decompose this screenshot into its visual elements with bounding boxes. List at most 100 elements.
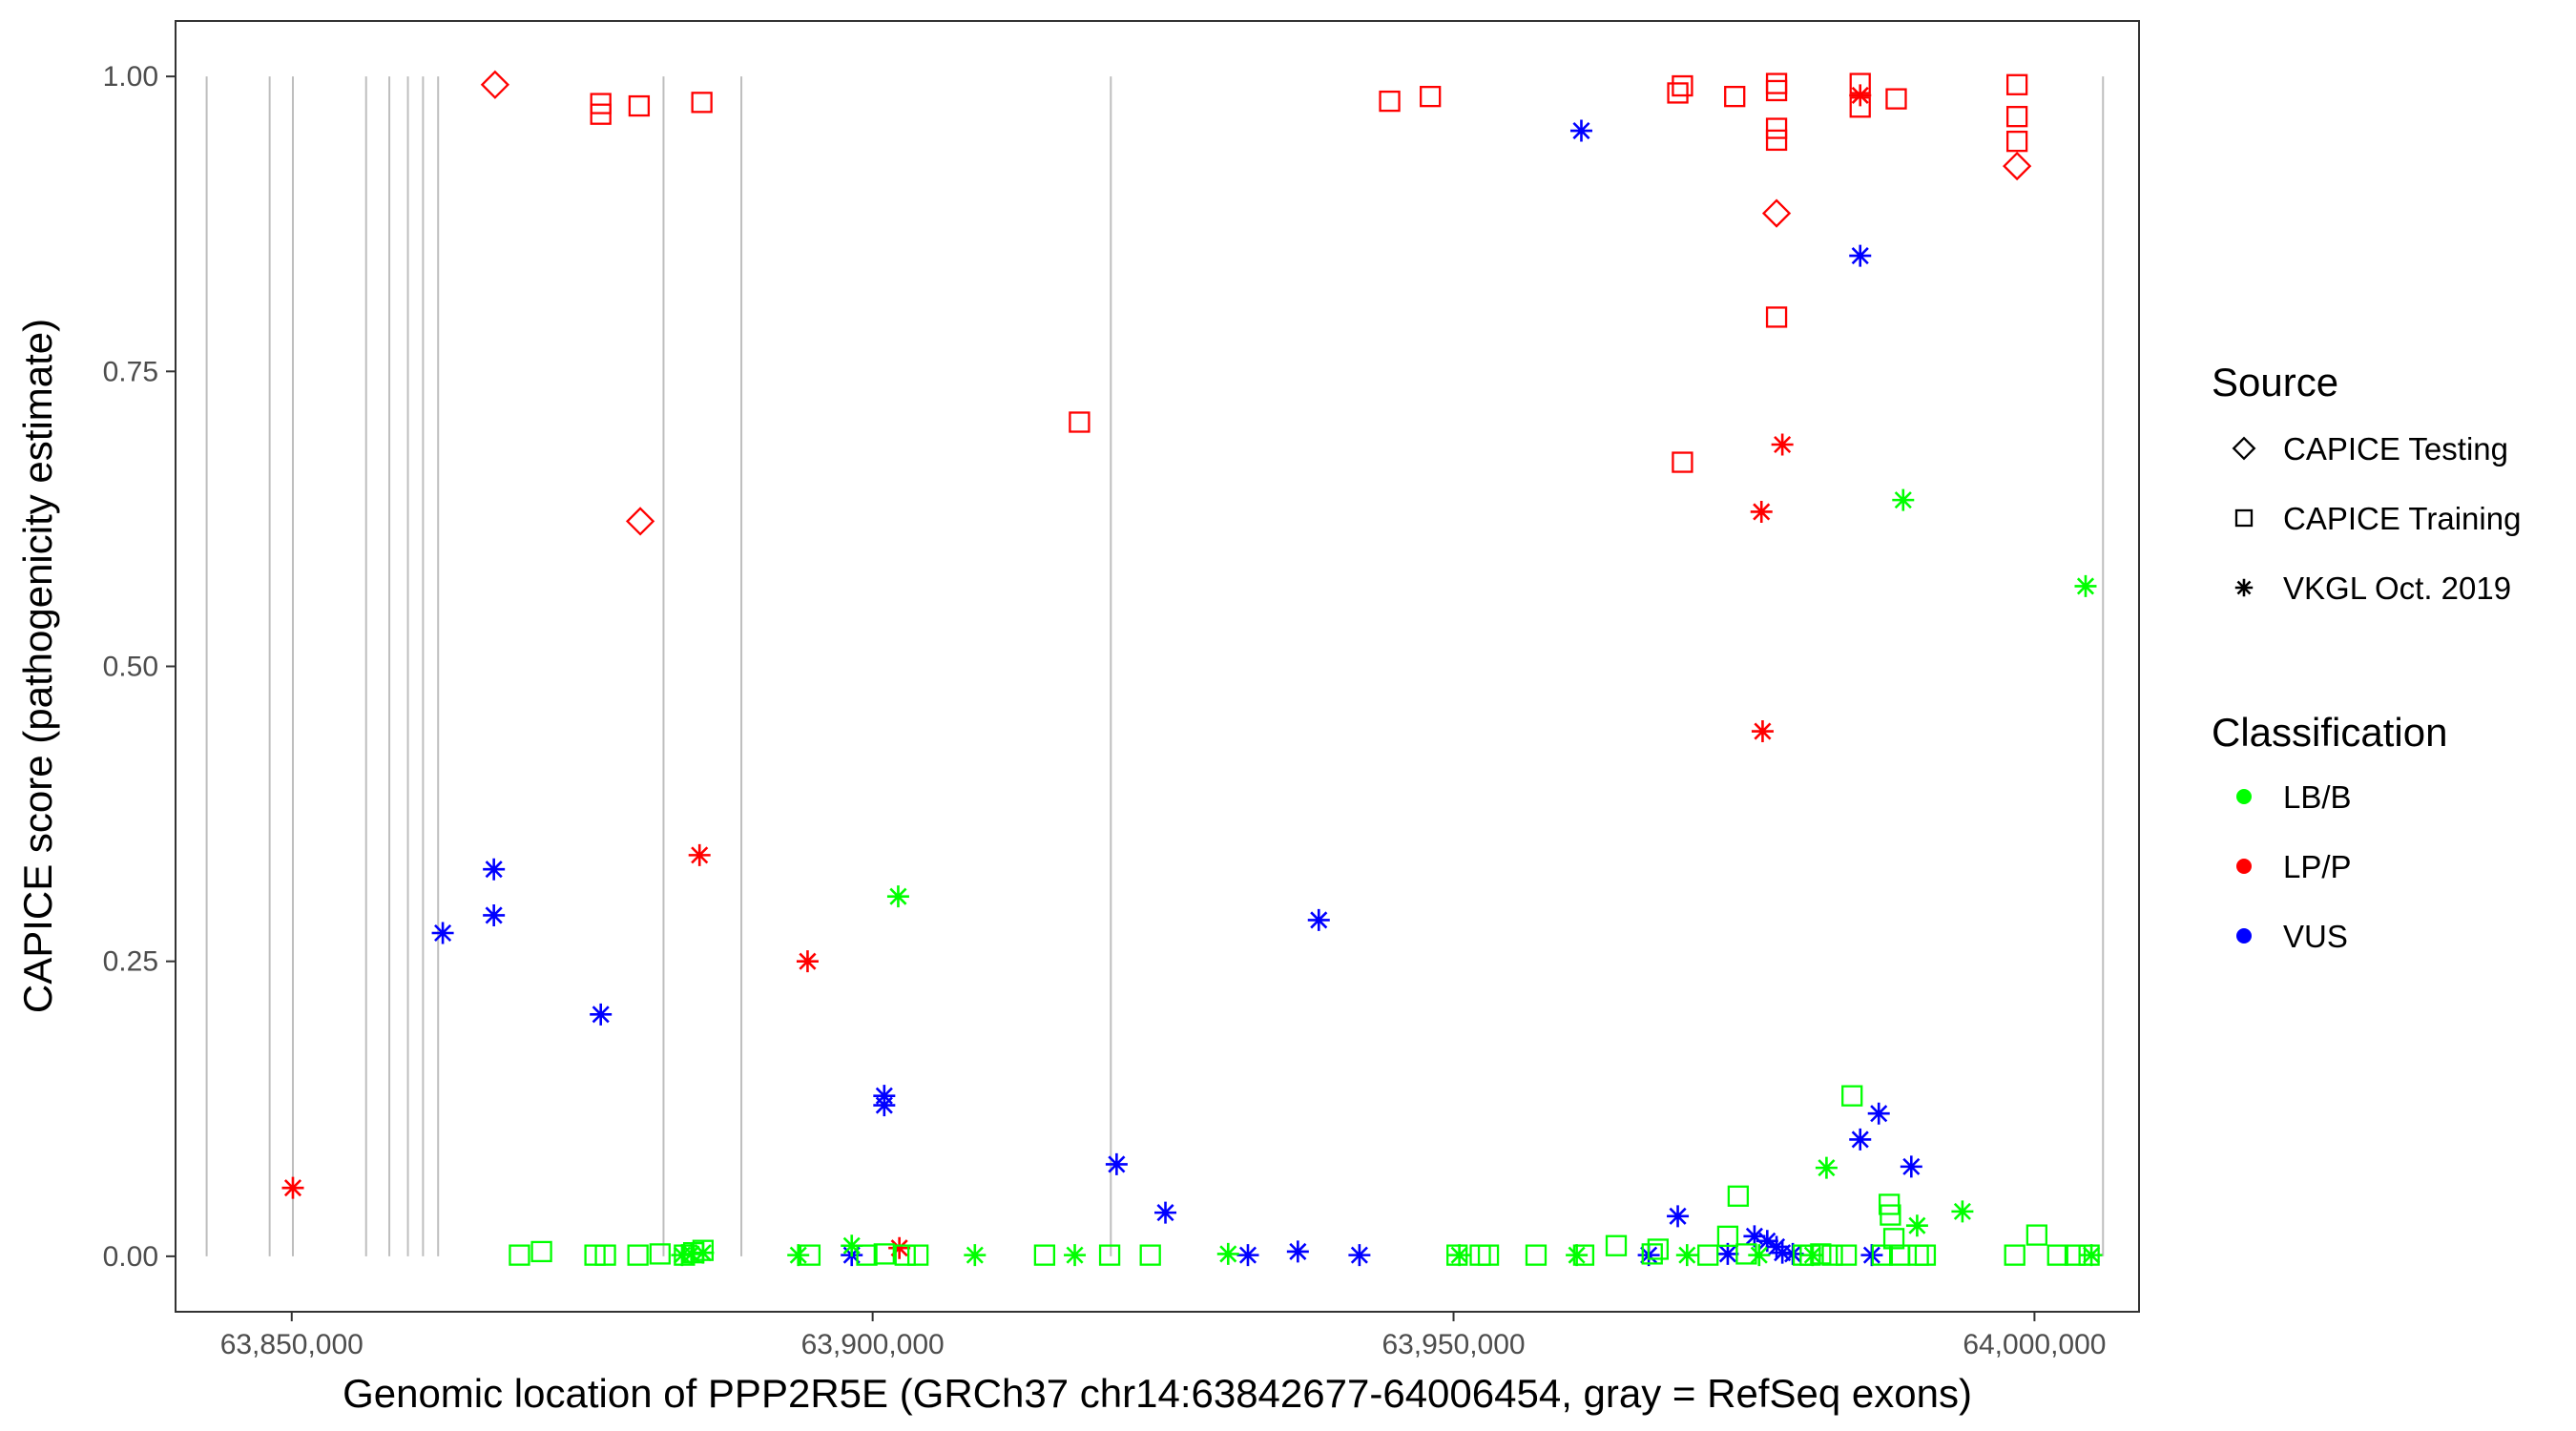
data-point	[2080, 1244, 2103, 1267]
data-point	[1672, 74, 1693, 97]
data-point	[796, 950, 819, 973]
data-point	[1716, 1242, 1739, 1265]
data-point	[1154, 1201, 1177, 1224]
legend-class-items: LB/B LP/P VUS	[2236, 779, 2352, 954]
data-point	[1672, 451, 1693, 473]
legend-source-items: CAPICE Testing CAPICE Training VKGL Oct. 2…	[2232, 431, 2521, 606]
data-point	[1448, 1244, 1471, 1267]
data-point	[1139, 1244, 1161, 1266]
legend-classification-title: Classification	[2212, 710, 2447, 755]
data-point	[1765, 306, 1788, 328]
data-point	[1069, 411, 1091, 433]
y-tick-label: 0.50	[103, 652, 158, 683]
data-point	[1697, 1244, 1719, 1266]
axes: 63,850,000 63,900,000 63,950,000 64,000,000…	[103, 61, 2107, 1360]
data-point	[1286, 1240, 1309, 1263]
data-point	[1748, 1244, 1771, 1267]
data-point	[2025, 1224, 2047, 1246]
data-point	[1810, 1243, 1832, 1265]
data-point	[1727, 1185, 1750, 1207]
data-point	[688, 843, 711, 866]
y-axis-title: CAPICE score (pathogenicity estimate)	[15, 319, 60, 1013]
data-point	[2078, 1244, 2100, 1266]
data-point	[1849, 84, 1872, 107]
legend-square-icon	[2234, 508, 2254, 528]
data-point	[1885, 88, 1907, 110]
data-point	[1849, 244, 1872, 267]
data-point	[2003, 151, 2032, 181]
data-point	[2064, 1244, 2087, 1266]
data-point	[1525, 1244, 1548, 1266]
legend-source-label: CAPICE Testing	[2283, 431, 2508, 467]
data-point	[1605, 1234, 1628, 1256]
data-point	[2005, 73, 2028, 95]
data-point	[1841, 1085, 1863, 1107]
data-point	[1761, 198, 1792, 228]
data-point	[1900, 1155, 1922, 1178]
data-point	[691, 92, 713, 114]
data-point	[1446, 1244, 1468, 1266]
data-point	[1236, 1244, 1259, 1267]
data-point	[281, 1176, 304, 1199]
data-point	[1849, 1128, 1872, 1151]
legend-color-dot-icon	[2236, 789, 2252, 804]
data-point	[906, 1244, 929, 1266]
data-point	[1867, 1102, 1890, 1125]
data-point	[1871, 1244, 1894, 1266]
data-point	[841, 1234, 863, 1257]
data-point	[799, 1244, 821, 1266]
y-tick-label: 0.75	[103, 356, 158, 387]
data-point	[888, 1236, 911, 1259]
data-point	[1821, 1244, 1843, 1266]
data-point	[1765, 79, 1788, 102]
data-point	[625, 507, 655, 536]
exon-lines	[205, 76, 2105, 1256]
legend-source-title: Source	[2212, 360, 2338, 404]
data-point	[1743, 1225, 1766, 1248]
data-point	[2005, 106, 2028, 128]
data-point	[1348, 1244, 1371, 1267]
data-point	[1647, 1238, 1670, 1260]
legend-classification-label: LB/B	[2283, 779, 2352, 815]
data-points	[281, 70, 2103, 1267]
data-point	[1755, 1230, 1778, 1253]
y-tick-label: 0.00	[103, 1241, 158, 1273]
data-point	[1566, 1244, 1589, 1267]
x-tick-label: 63,850,000	[220, 1329, 364, 1360]
data-point	[1033, 1244, 1056, 1266]
data-point	[1914, 1244, 1937, 1266]
data-point	[1105, 1152, 1128, 1175]
data-point	[1667, 1205, 1690, 1228]
data-point	[627, 1244, 649, 1266]
data-point	[873, 1243, 895, 1265]
data-point	[873, 1094, 896, 1117]
data-point	[787, 1244, 810, 1267]
x-tick-label: 64,000,000	[1963, 1329, 2106, 1360]
data-point	[509, 1244, 530, 1266]
y-tick-label: 0.25	[103, 946, 158, 978]
data-point	[530, 1240, 552, 1263]
data-point	[1098, 1244, 1121, 1266]
data-point	[431, 922, 454, 944]
data-point	[1675, 1244, 1698, 1267]
data-point	[590, 1003, 613, 1026]
data-point	[1216, 1242, 1239, 1265]
x-axis-title: Genomic location of PPP2R5E (GRCh37 chr1…	[343, 1371, 1972, 1416]
x-tick-label: 63,950,000	[1381, 1329, 1525, 1360]
data-point	[628, 94, 651, 117]
data-point	[1892, 488, 1915, 511]
data-point	[1880, 1204, 1901, 1226]
legend-classification-label: LP/P	[2283, 849, 2352, 884]
data-point	[1735, 1243, 1757, 1265]
data-point	[1572, 1244, 1595, 1266]
y-tick-label: 1.00	[103, 61, 158, 93]
data-point	[680, 1242, 703, 1265]
legend-diamond-icon	[2232, 436, 2256, 461]
data-point	[964, 1244, 987, 1267]
data-point	[594, 1244, 616, 1266]
data-point	[1716, 1225, 1739, 1247]
legend-classification-label: VUS	[2283, 919, 2348, 954]
data-point	[1750, 500, 1773, 523]
data-point	[1751, 720, 1774, 743]
data-point	[1420, 86, 1442, 108]
